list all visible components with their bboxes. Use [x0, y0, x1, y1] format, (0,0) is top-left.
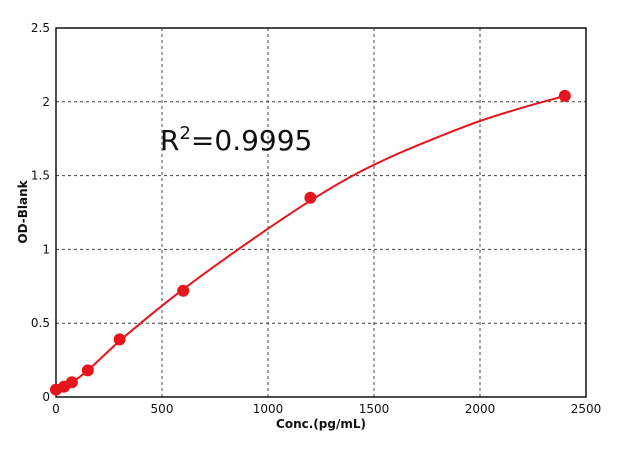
y-tick-label: 0 — [42, 390, 50, 404]
y-tick-label: 0.5 — [31, 316, 50, 330]
data-point — [81, 364, 94, 377]
x-tick-label: 500 — [151, 402, 174, 416]
plot-frame — [55, 27, 587, 398]
tick-labels: 0 500 1000 1500 2000 2500 0 0.5 1 1.5 2 2.5 — [31, 21, 601, 416]
r-squared-value: =0.9995 — [191, 124, 312, 157]
x-tick-label: 1500 — [359, 402, 390, 416]
x-tick-label: 1000 — [253, 402, 284, 416]
y-tick-label: 1.5 — [31, 169, 50, 183]
y-tick-label: 1 — [42, 242, 50, 256]
r-squared-annotation: R2=0.9995 — [160, 123, 312, 157]
x-tick-label: 0 — [52, 402, 60, 416]
r-squared-superscript: 2 — [179, 123, 190, 144]
data-point — [65, 376, 78, 389]
fit-curve — [55, 94, 566, 391]
x-tick-label: 2500 — [571, 402, 602, 416]
y-axis-label: OD-Blank — [16, 179, 30, 243]
fit-curve-layer — [55, 94, 566, 391]
r-squared-base: R — [160, 124, 179, 157]
y-tick-label: 2.5 — [31, 21, 50, 35]
data-point — [177, 284, 190, 297]
data-point — [304, 191, 317, 204]
data-point — [113, 333, 126, 346]
data-point — [558, 89, 571, 102]
data-points — [50, 89, 571, 396]
grid — [56, 28, 586, 397]
x-tick-label: 2000 — [465, 402, 496, 416]
x-axis-label: Conc.(pg/mL) — [276, 417, 366, 431]
y-tick-label: 2 — [42, 95, 50, 109]
